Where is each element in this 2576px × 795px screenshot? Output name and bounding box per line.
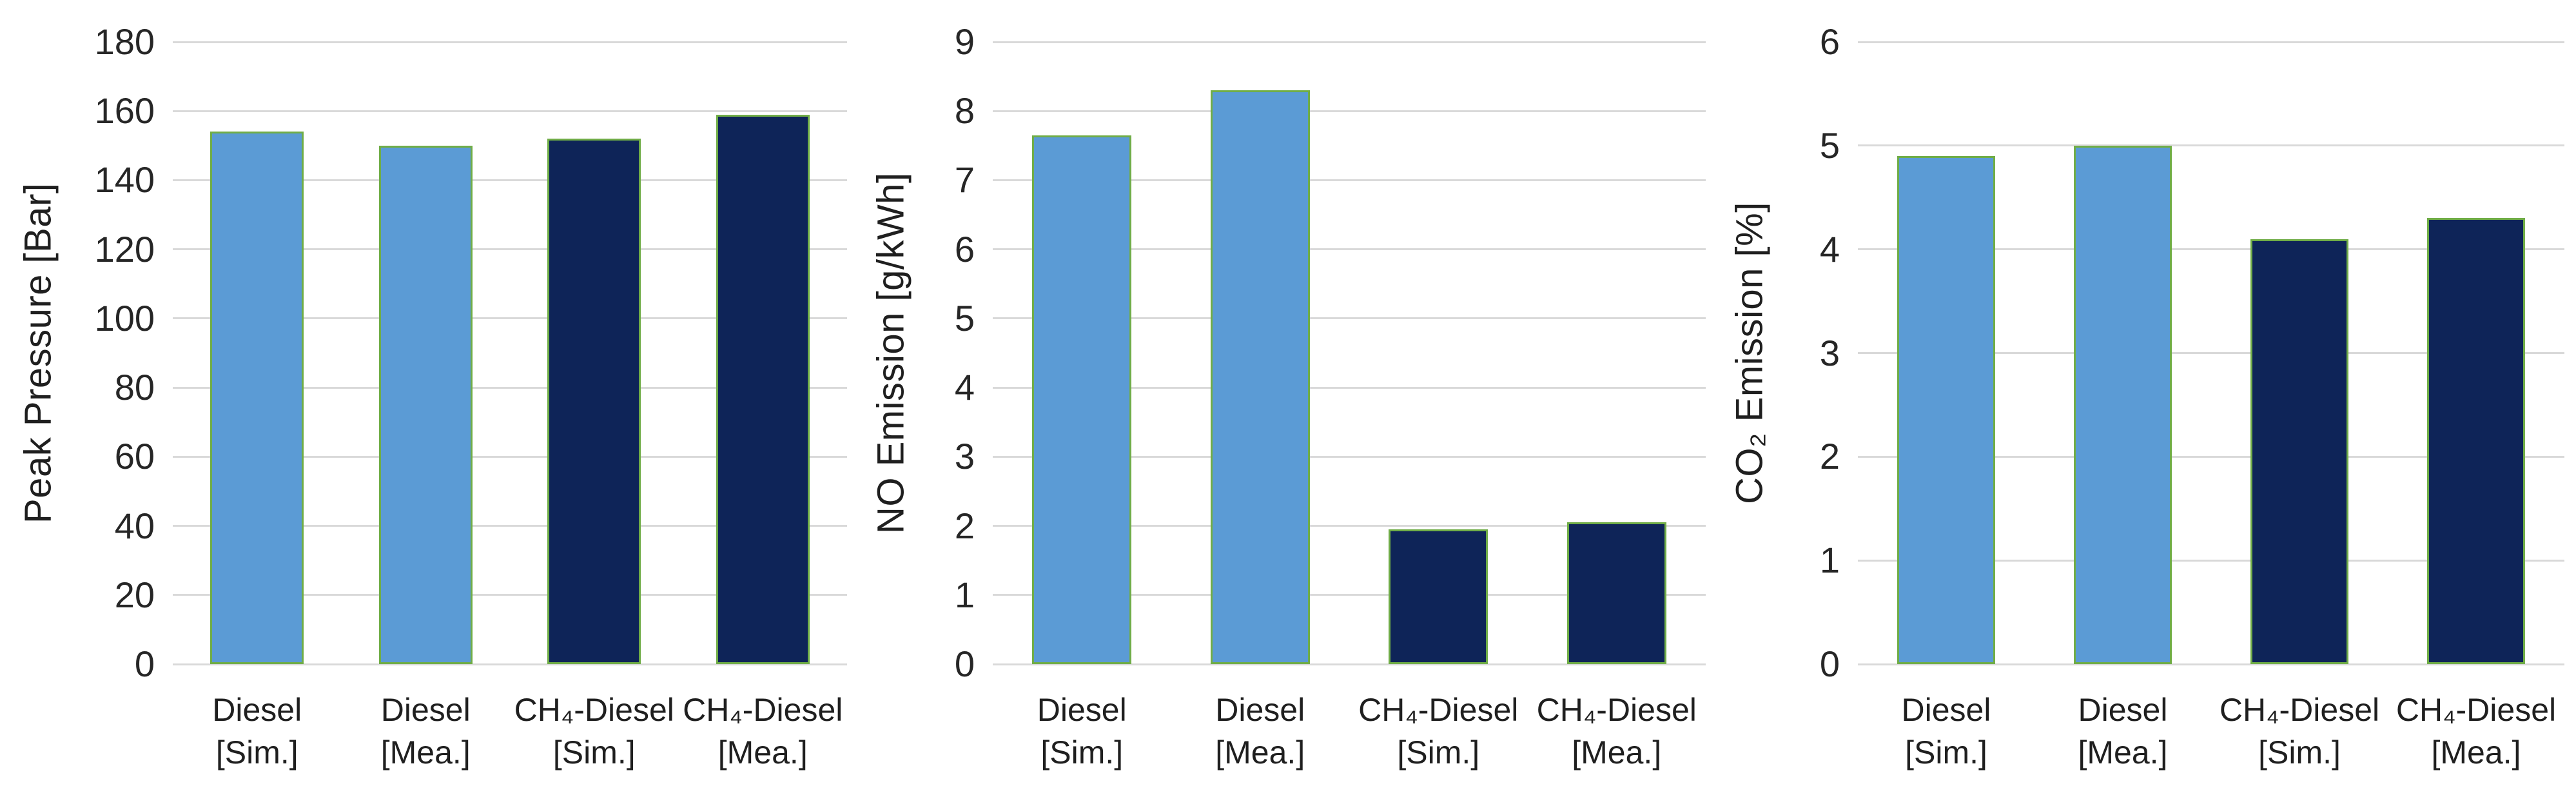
plot-area bbox=[173, 41, 847, 665]
bar bbox=[716, 114, 810, 664]
gridline bbox=[1858, 663, 2564, 665]
y-tick-label: 7 bbox=[954, 159, 975, 201]
x-category-label: Diesel [Sim.] bbox=[1037, 692, 1127, 770]
y-axis-title-no-emission: NO Emission [g/kWh] bbox=[870, 172, 912, 534]
gridline bbox=[993, 594, 1706, 596]
x-axis-labels: Diesel [Sim.] Diesel [Mea.] CH₄-Diesel [Si… bbox=[173, 664, 847, 795]
y-tick-label: 140 bbox=[94, 159, 155, 201]
x-category-label: Diesel [Sim.] bbox=[212, 692, 302, 770]
bar bbox=[1210, 90, 1310, 664]
gridline bbox=[173, 525, 847, 527]
y-tick-label: 0 bbox=[1819, 643, 1840, 684]
y-tick-label: 3 bbox=[954, 436, 975, 477]
y-tick-label: 160 bbox=[94, 90, 155, 132]
x-axis-labels: Diesel [Sim.] Diesel [Mea.] CH₄-Diesel [Si… bbox=[993, 664, 1706, 795]
x-category-label: CH₄-Diesel [Mea.] bbox=[683, 692, 843, 770]
y-tick-label: 9 bbox=[954, 21, 975, 62]
gridline bbox=[173, 455, 847, 458]
y-tick-label: 6 bbox=[954, 228, 975, 270]
gridline bbox=[1858, 41, 2564, 43]
gridline bbox=[173, 179, 847, 181]
gridline bbox=[1858, 248, 2564, 251]
y-axis-ticks: 0 1 2 3 4 5 6 bbox=[1782, 24, 1858, 682]
gridline bbox=[993, 41, 1706, 43]
y-tick-label: 3 bbox=[1819, 332, 1840, 373]
y-axis-title-peak-pressure: Peak Pressure [Bar] bbox=[17, 182, 59, 524]
bar bbox=[210, 132, 304, 664]
x-category-label: CH₄-Diesel [Mea.] bbox=[1536, 692, 1697, 770]
y-tick-label: 60 bbox=[114, 436, 155, 477]
gridline bbox=[993, 317, 1706, 320]
x-axis-labels: Diesel [Sim.] Diesel [Mea.] CH₄-Diesel [Si… bbox=[1858, 664, 2564, 795]
x-category-label: CH₄-Diesel [Sim.] bbox=[2219, 692, 2380, 770]
x-category-label: Diesel [Sim.] bbox=[1901, 692, 1991, 770]
x-category-label: Diesel [Mea.] bbox=[1215, 692, 1305, 770]
y-axis-title-co2-emission: CO₂ Emission [%] bbox=[1728, 202, 1771, 504]
y-tick-label: 20 bbox=[114, 574, 155, 615]
bar bbox=[2250, 239, 2349, 664]
y-tick-label: 6 bbox=[1819, 21, 1840, 62]
bar bbox=[547, 139, 641, 664]
gridline bbox=[173, 41, 847, 43]
y-tick-label: 4 bbox=[954, 367, 975, 408]
y-tick-label: 120 bbox=[94, 228, 155, 270]
y-tick-label: 2 bbox=[954, 505, 975, 546]
gridline bbox=[1858, 144, 2564, 147]
y-tick-label: 2 bbox=[1819, 436, 1840, 477]
x-category-label: CH₄-Diesel [Sim.] bbox=[514, 692, 674, 770]
gridline bbox=[173, 248, 847, 251]
bar bbox=[1389, 529, 1488, 664]
gridline bbox=[1858, 559, 2564, 562]
bar bbox=[1566, 522, 1666, 664]
gridline bbox=[173, 594, 847, 596]
gridline bbox=[173, 386, 847, 389]
plot-area bbox=[993, 41, 1706, 665]
gridline bbox=[993, 110, 1706, 112]
y-tick-label: 0 bbox=[134, 643, 155, 684]
gridline bbox=[993, 525, 1706, 527]
gridline bbox=[173, 110, 847, 112]
y-tick-label: 40 bbox=[114, 505, 155, 546]
gridline bbox=[993, 179, 1706, 181]
x-category-label: Diesel [Mea.] bbox=[2078, 692, 2168, 770]
y-tick-label: 1 bbox=[1819, 540, 1840, 581]
y-tick-label: 8 bbox=[954, 90, 975, 132]
plot-area bbox=[1858, 41, 2564, 665]
gridline bbox=[1858, 352, 2564, 354]
gridline bbox=[173, 317, 847, 320]
y-tick-label: 4 bbox=[1819, 228, 1840, 270]
chart-peak-pressure: Peak Pressure [Bar] 0 20 40 60 80 100 120 140 16… bbox=[0, 0, 859, 795]
bar bbox=[1032, 135, 1132, 664]
bar bbox=[378, 145, 473, 664]
gridline bbox=[993, 248, 1706, 251]
y-tick-label: 100 bbox=[94, 297, 155, 339]
chart-no-emission: NO Emission [g/kWh] 0 1 2 3 4 5 6 7 8 9 Diesel [S… bbox=[859, 0, 1717, 795]
y-tick-label: 180 bbox=[94, 21, 155, 62]
gridline bbox=[993, 455, 1706, 458]
y-axis-ticks: 0 20 40 60 80 100 120 140 160 180 bbox=[76, 24, 173, 682]
gridline bbox=[173, 663, 847, 665]
x-category-label: CH₄-Diesel [Sim.] bbox=[1358, 692, 1519, 770]
y-axis-ticks: 0 1 2 3 4 5 6 7 8 9 bbox=[923, 24, 993, 682]
y-tick-label: 80 bbox=[114, 367, 155, 408]
gridline bbox=[993, 663, 1706, 665]
gridline bbox=[993, 386, 1706, 389]
gridline bbox=[1858, 455, 2564, 458]
bar bbox=[2073, 145, 2172, 664]
x-category-label: CH₄-Diesel [Mea.] bbox=[2395, 692, 2557, 770]
y-tick-label: 5 bbox=[1819, 124, 1840, 166]
y-tick-label: 5 bbox=[954, 297, 975, 339]
bar bbox=[2426, 218, 2526, 664]
x-category-label: Diesel [Mea.] bbox=[380, 692, 471, 770]
bar bbox=[1897, 155, 1996, 664]
y-tick-label: 1 bbox=[954, 574, 975, 615]
y-tick-label: 0 bbox=[954, 643, 975, 684]
